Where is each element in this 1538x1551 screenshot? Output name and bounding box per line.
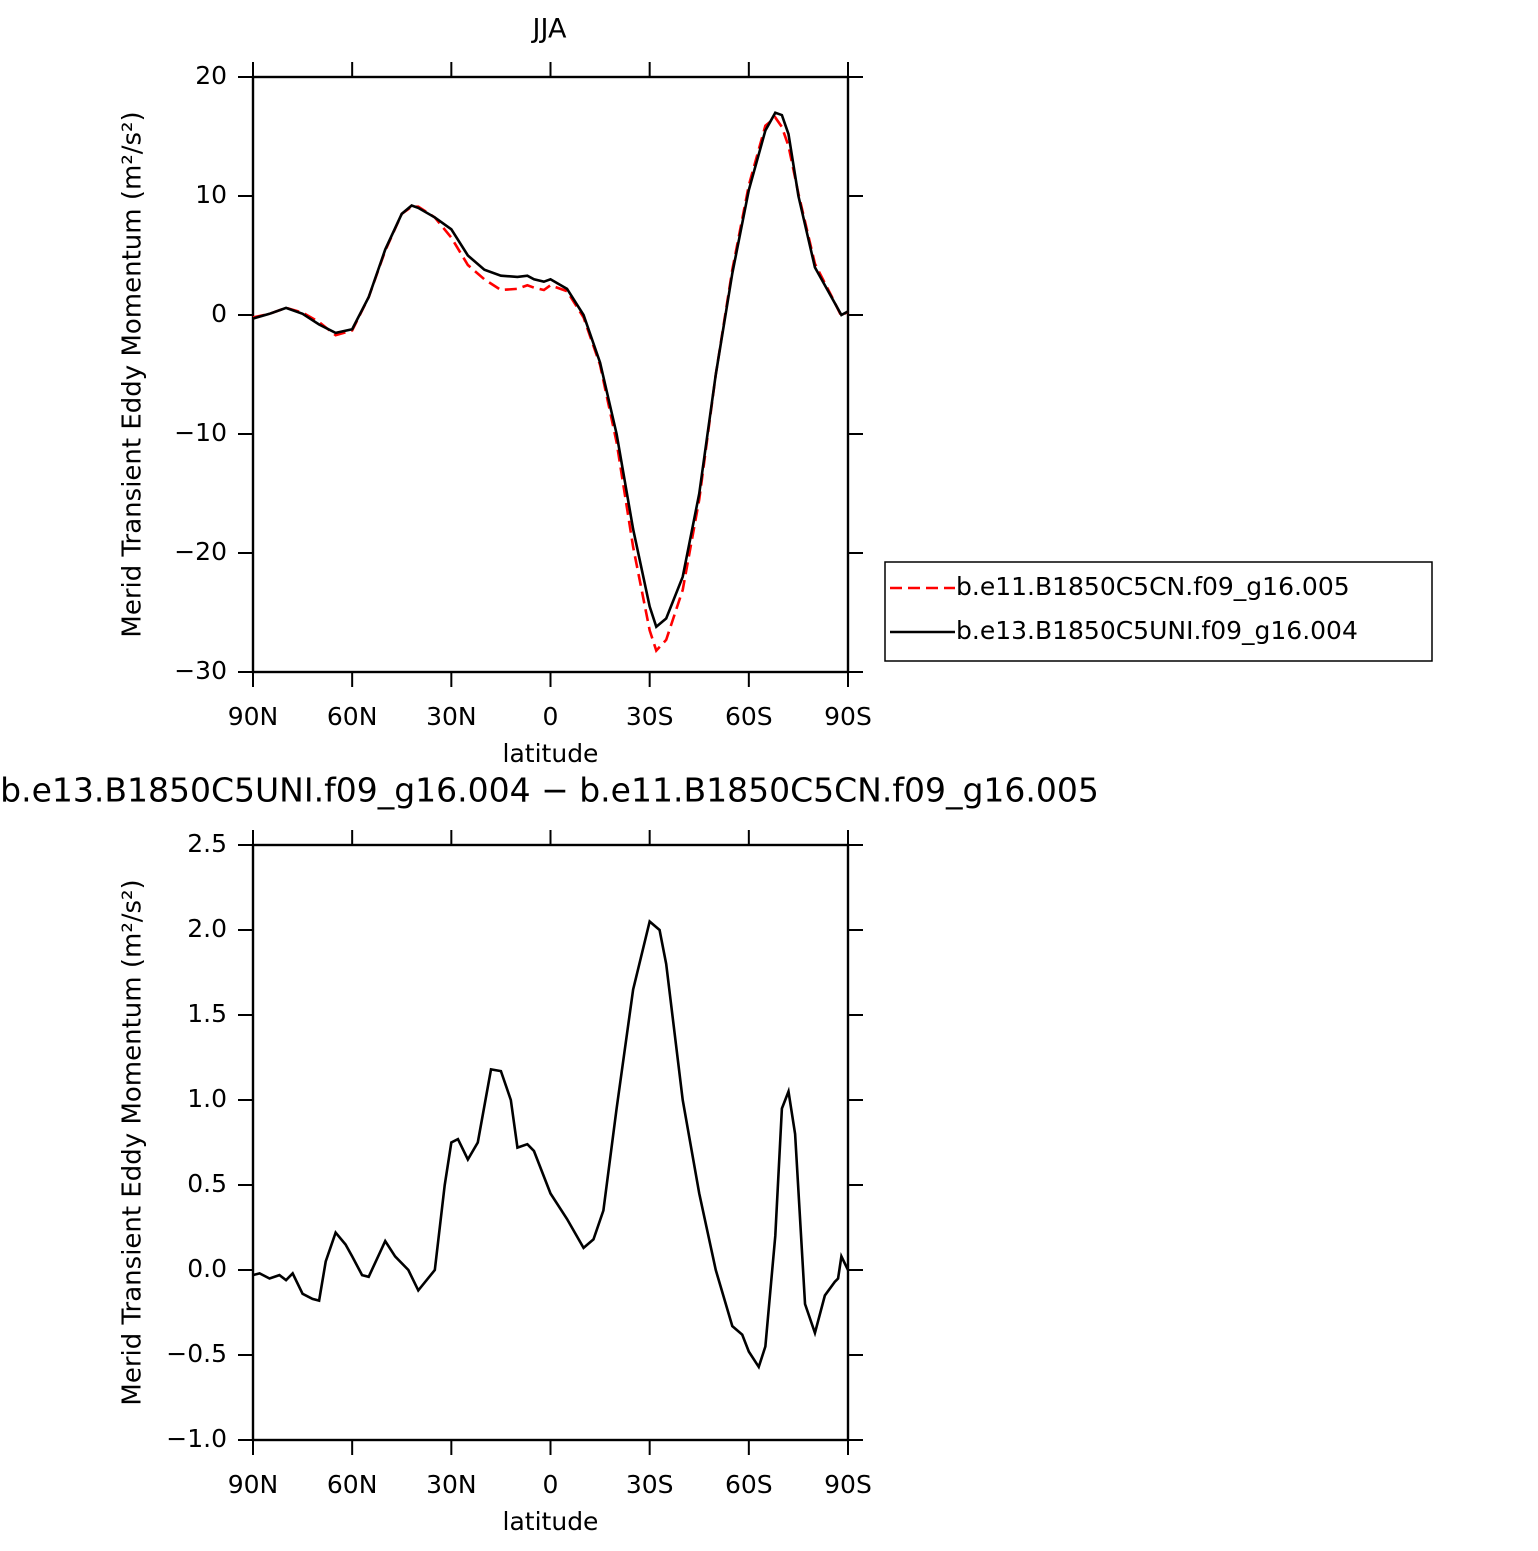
y-tick-label: 0.5	[187, 1169, 227, 1198]
x-tick-label: 60S	[725, 1470, 773, 1499]
x-tick-label: 90N	[228, 1470, 279, 1499]
y-tick-label: 0	[211, 299, 227, 328]
y-tick-label: −30	[174, 656, 227, 685]
data-line	[252, 115, 849, 654]
y-tick-label: −20	[174, 537, 227, 566]
y-tick-label: 2.5	[187, 829, 227, 858]
x-tick-label: 0	[543, 702, 559, 731]
x-tick-label: 30S	[626, 702, 674, 731]
x-axis-label: latitude	[503, 739, 599, 768]
y-tick-label: 20	[195, 61, 227, 90]
y-axis-label: Merid Transient Eddy Momentum (m²/s²)	[118, 879, 148, 1405]
y-axis-label: Merid Transient Eddy Momentum (m²/s²)	[118, 111, 148, 637]
y-tick-label: 1.0	[187, 1084, 227, 1113]
y-tick-label: −10	[174, 418, 227, 447]
y-tick-label: 1.5	[187, 999, 227, 1028]
legend-label: b.e11.B1850C5CN.f09_g16.005	[956, 572, 1350, 601]
y-tick-label: −1.0	[166, 1424, 227, 1453]
x-tick-label: 30N	[426, 1470, 477, 1499]
x-tick-label: 90S	[824, 702, 872, 731]
x-tick-label: 30S	[626, 1470, 674, 1499]
y-tick-label: 10	[195, 180, 227, 209]
y-tick-label: 0.0	[187, 1254, 227, 1283]
y-tick-label: 2.0	[187, 914, 227, 943]
legend-label: b.e13.B1850C5UNI.f09_g16.004	[956, 616, 1358, 645]
x-tick-label: 60N	[327, 702, 378, 731]
data-line	[252, 111, 849, 630]
x-tick-label: 0	[543, 1470, 559, 1499]
x-tick-label: 60S	[725, 702, 773, 731]
x-tick-label: 90S	[824, 1470, 872, 1499]
x-tick-label: 90N	[228, 702, 279, 731]
plot-frame	[251, 843, 850, 1442]
x-axis-label: latitude	[503, 1507, 599, 1536]
y-tick-label: −0.5	[166, 1339, 227, 1368]
plot-frame	[251, 75, 850, 674]
chart-title: b.e13.B1850C5UNI.f09_g16.004 − b.e11.B18…	[0, 771, 1099, 810]
x-tick-label: 60N	[327, 1470, 378, 1499]
x-tick-label: 30N	[426, 702, 477, 731]
chart-title: JJA	[531, 14, 567, 45]
legend-box	[884, 561, 1433, 662]
data-line	[252, 919, 850, 1370]
